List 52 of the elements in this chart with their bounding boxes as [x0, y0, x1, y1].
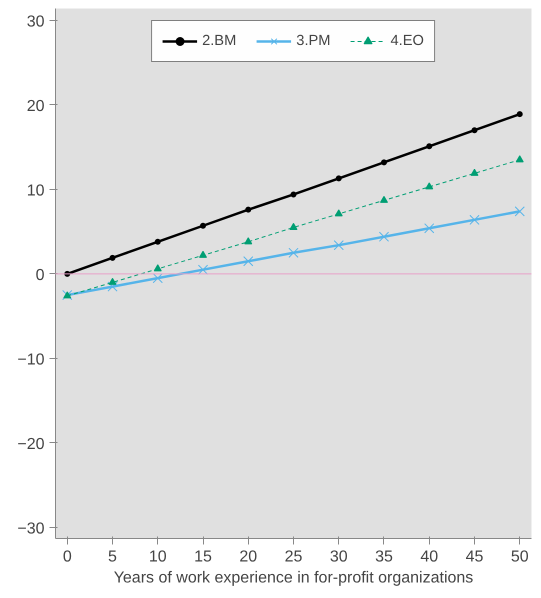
y-tick-label: 30	[26, 13, 45, 30]
point	[470, 168, 478, 176]
x-tick-label: 0	[62, 548, 72, 566]
x-tick-label: 25	[284, 548, 302, 566]
y-tick-label: 10	[26, 182, 45, 200]
x-tick-label: 30	[330, 548, 348, 566]
point	[243, 256, 254, 266]
point	[154, 238, 161, 245]
point	[290, 191, 296, 198]
point	[514, 206, 525, 216]
x-tick-label: 5	[108, 548, 118, 566]
point	[108, 278, 117, 285]
point	[199, 250, 208, 258]
legend-label: 4.EO	[390, 33, 424, 49]
x-tick-label: 15	[194, 548, 212, 566]
point	[426, 143, 432, 150]
point	[334, 209, 343, 216]
x-tick-label: 20	[239, 548, 258, 566]
point	[290, 222, 298, 230]
legend-label: 3.PM	[296, 33, 331, 49]
point	[425, 182, 434, 190]
point	[288, 248, 299, 258]
point	[107, 282, 118, 292]
point	[198, 264, 208, 275]
point	[336, 175, 342, 182]
x-tick-label: 50	[510, 548, 529, 566]
point	[152, 273, 163, 284]
x-tick-label: 45	[466, 548, 484, 566]
y-tick-label: −20	[17, 436, 45, 453]
y-tick-label: −10	[17, 351, 45, 368]
point	[110, 254, 116, 261]
point	[244, 237, 252, 244]
x-axis-title: Years of work experience in for-profit organizations	[114, 570, 474, 586]
y-tick-label: −30	[17, 520, 45, 538]
point	[245, 206, 252, 213]
point	[380, 159, 387, 166]
point	[516, 155, 524, 162]
x-tick-label: 40	[420, 548, 438, 566]
legend-label: 2.BM	[202, 33, 236, 49]
point	[469, 214, 480, 225]
point	[334, 240, 344, 250]
point	[471, 127, 478, 134]
point	[154, 264, 162, 272]
point	[380, 196, 388, 203]
point	[378, 232, 390, 242]
y-tick-label: 0	[36, 266, 45, 284]
x-tick-label: 10	[148, 548, 167, 566]
y-tick-label: 20	[26, 98, 45, 115]
point	[516, 111, 523, 118]
point	[424, 223, 434, 234]
x-tick-label: 35	[375, 548, 393, 566]
point	[200, 222, 206, 229]
